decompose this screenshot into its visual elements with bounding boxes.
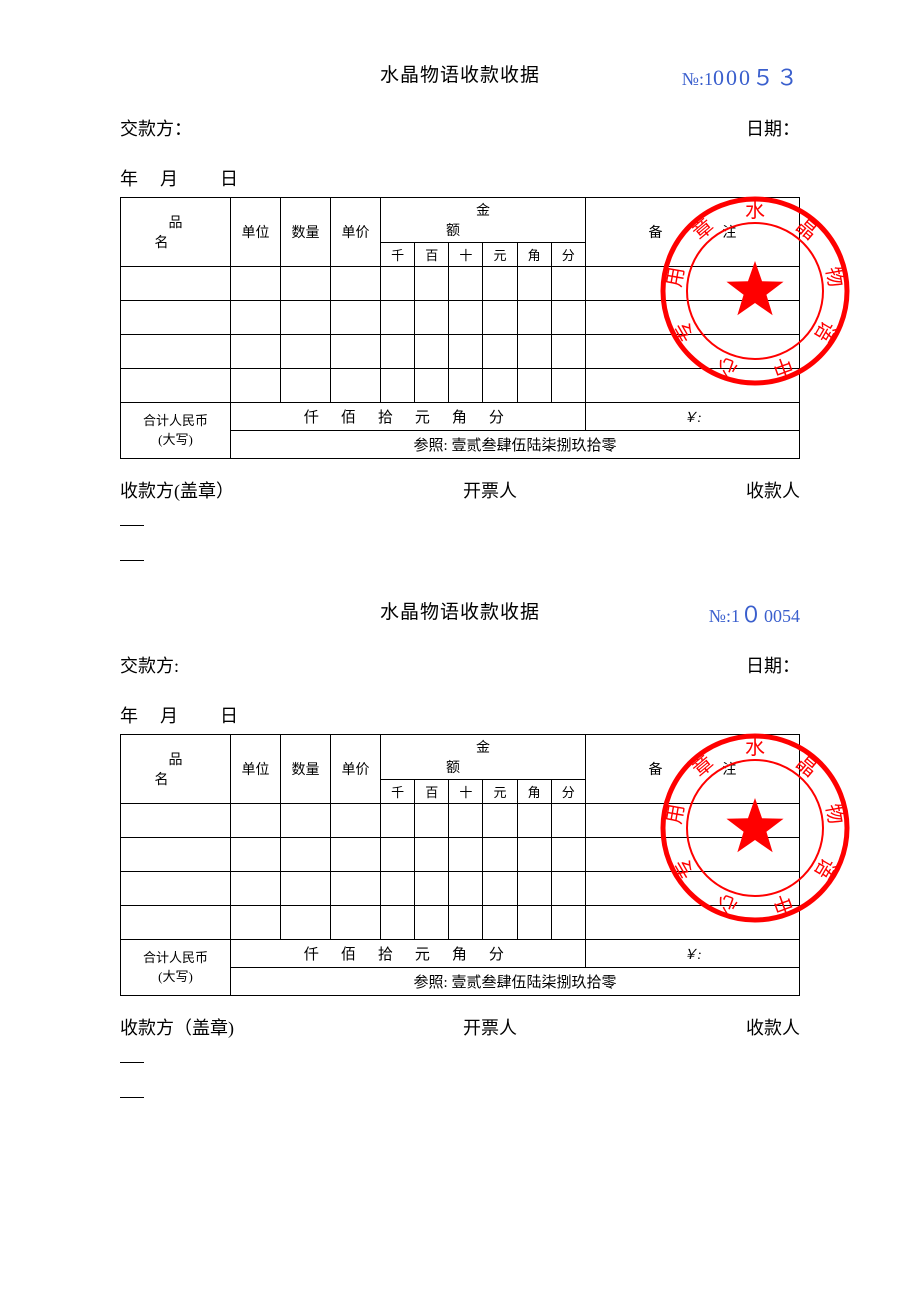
col-price: 单价 <box>331 198 381 267</box>
receipt-title: 水晶物语收款收据 <box>380 60 540 87</box>
sub-qian: 千 <box>381 780 415 804</box>
table-row <box>121 872 800 906</box>
svg-text:语: 语 <box>810 854 840 883</box>
col-amount: 金额 <box>381 198 586 243</box>
sign-issuer: 开票人 <box>463 1014 517 1040</box>
col-unit: 单位 <box>231 198 281 267</box>
receipt-table: 品名 单位 数量 单价 金额 备注 千 百 十 元 角 分 合计人民币 (大写)… <box>120 734 800 996</box>
sub-yuan: 元 <box>483 243 517 267</box>
table-row <box>121 906 800 940</box>
table-row <box>121 838 800 872</box>
title-row: 水晶物语收款收据 №:1０0054 <box>120 597 800 624</box>
col-qty: 数量 <box>281 735 331 804</box>
sub-fen: 分 <box>551 780 585 804</box>
total-y: ￥: <box>585 403 799 431</box>
sign-issuer: 开票人 <box>463 477 517 503</box>
sub-shi: 十 <box>449 243 483 267</box>
reference-row: 参照: 壹贰叁肆伍陆柒捌玖拾零 <box>231 968 800 996</box>
col-unit: 单位 <box>231 735 281 804</box>
sign-row: 收款方(盖章） 开票人 收款人 <box>120 477 800 503</box>
receipt-table: 品名 单位 数量 单价 金额 备注 千 百 十 元 角 分 合计人民币 (大写)… <box>120 197 800 459</box>
payer-label: 交款方： <box>120 115 192 141</box>
sign-payee: 收款方(盖章） <box>120 477 234 503</box>
date-label: 日期： <box>746 652 800 678</box>
col-remark: 备注 <box>585 198 799 267</box>
dash-mark <box>120 560 144 561</box>
sub-shi: 十 <box>449 780 483 804</box>
sign-payee: 收款方（盖章) <box>120 1014 234 1040</box>
dash-mark <box>120 525 144 526</box>
table-row <box>121 804 800 838</box>
receipt-2: 水晶物语收款收据 №:1０0054 交款方: 日期： 年 月 日 品名 单位 数… <box>0 597 920 1098</box>
receipt-1: 水晶物语收款收据 №:1000５３ 交款方： 日期： 年 月 日 品名 单位 数… <box>0 60 920 561</box>
dash-mark <box>120 1097 144 1098</box>
sign-collector: 收款人 <box>746 1014 800 1040</box>
date-line: 年 月 日 <box>120 165 800 191</box>
table-row <box>121 267 800 301</box>
table-row <box>121 301 800 335</box>
col-price: 单价 <box>331 735 381 804</box>
sub-jiao: 角 <box>517 780 551 804</box>
sub-yuan: 元 <box>483 780 517 804</box>
payer-label: 交款方: <box>120 652 179 678</box>
svg-text:物: 物 <box>821 265 847 289</box>
cn-units: 仟佰拾元角分 <box>231 940 586 968</box>
serial-number: №:1０0054 <box>709 597 800 629</box>
table-row <box>121 369 800 403</box>
payer-row: 交款方： 日期： <box>120 115 800 141</box>
total-label: 合计人民币 (大写) <box>121 940 231 996</box>
reference-row: 参照: 壹贰叁肆伍陆柒捌玖拾零 <box>231 431 800 459</box>
date-line: 年 月 日 <box>120 702 800 728</box>
title-row: 水晶物语收款收据 №:1000５３ <box>120 60 800 87</box>
col-name: 品名 <box>121 198 231 267</box>
dash-mark <box>120 1062 144 1063</box>
date-label: 日期： <box>746 115 800 141</box>
col-remark: 备注 <box>585 735 799 804</box>
sign-collector: 收款人 <box>746 477 800 503</box>
serial-number: №:1000５３ <box>682 60 800 92</box>
col-amount: 金额 <box>381 735 586 780</box>
total-label: 合计人民币 (大写) <box>121 403 231 459</box>
sub-bai: 百 <box>415 243 449 267</box>
payer-row: 交款方: 日期： <box>120 652 800 678</box>
table-row <box>121 335 800 369</box>
sub-qian: 千 <box>381 243 415 267</box>
svg-text:语: 语 <box>810 317 840 346</box>
total-y: ￥: <box>585 940 799 968</box>
sub-fen: 分 <box>551 243 585 267</box>
col-qty: 数量 <box>281 198 331 267</box>
col-name: 品名 <box>121 735 231 804</box>
receipt-title: 水晶物语收款收据 <box>380 597 540 624</box>
sub-jiao: 角 <box>517 243 551 267</box>
sign-row: 收款方（盖章) 开票人 收款人 <box>120 1014 800 1040</box>
sub-bai: 百 <box>415 780 449 804</box>
svg-text:物: 物 <box>821 802 847 826</box>
cn-units: 仟佰拾元角分 <box>231 403 586 431</box>
